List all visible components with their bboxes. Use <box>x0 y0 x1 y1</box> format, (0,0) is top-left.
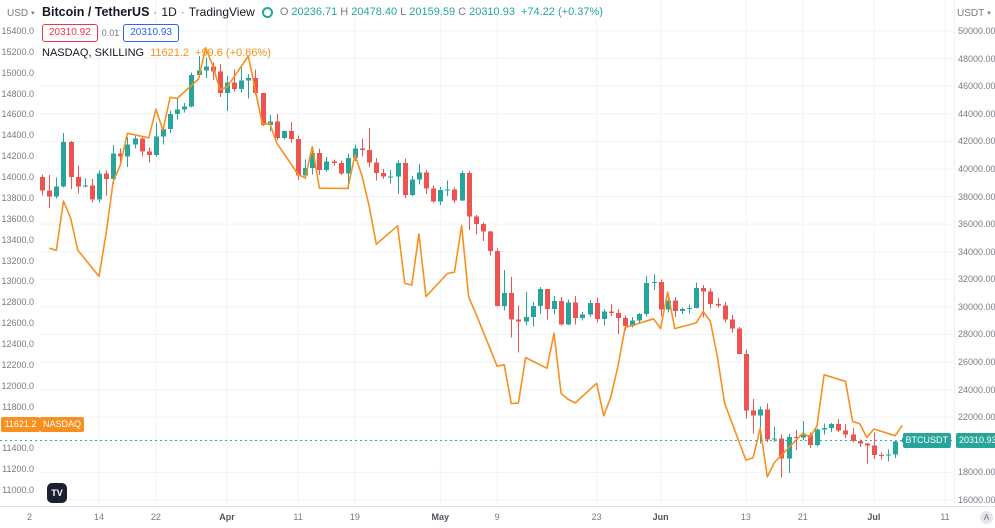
symbol-title[interactable]: Bitcoin / TetherUS <box>42 5 150 19</box>
separator: · <box>180 5 185 19</box>
right-axis-tick: 38000.00 <box>958 191 995 202</box>
overlay-change: +99.6 (+0.86%) <box>195 47 271 59</box>
left-axis-tick: 12600.0 <box>1 318 34 329</box>
left-scale-currency-button[interactable]: USD ▾ <box>7 8 35 19</box>
low-value: 20159.59 <box>409 6 456 18</box>
time-axis-tick: 19 <box>349 512 360 522</box>
platform-label: TradingView <box>188 5 255 19</box>
left-axis-tick: 14600.0 <box>1 109 34 120</box>
open-label: O <box>279 6 289 18</box>
time-axis-tick: 11 <box>940 512 950 522</box>
right-price-axis[interactable]: 50000.00 48000.00 46000.00 44000.00 42000.00… <box>955 0 995 528</box>
left-price-axis[interactable]: 15400.0 15200.0 15000.0 14800.0 14600.0 14400… <box>0 0 37 528</box>
time-axis-tick: 21 <box>797 512 808 522</box>
overlay-legend-row: NASDAQ, SKILLING 11621.2 +99.6 (+0.86%) <box>42 47 603 59</box>
close-value: 20310.93 <box>469 6 515 18</box>
trade-buttons-row: 20310.92 0.01 20310.93 <box>42 24 603 42</box>
right-axis-tick: 22000.00 <box>958 412 995 423</box>
left-scale-currency-label: USD <box>7 8 29 19</box>
right-scale-currency-button[interactable]: USDT ▾ <box>957 8 991 19</box>
left-axis-tick: 12000.0 <box>1 380 34 391</box>
left-axis-tick: 11400.0 <box>2 443 34 454</box>
spread-value: 0.01 <box>101 28 120 38</box>
market-status-icon <box>261 6 273 18</box>
ohlc-values: O 20236.71 H 20478.40 L 20159.59 C 20310.93 <box>280 6 515 18</box>
left-axis-tick: 13000.0 <box>1 276 34 287</box>
high-value: 20478.40 <box>351 6 398 18</box>
time-axis-tick: 22 <box>150 512 161 522</box>
left-axis-tick: 13800.0 <box>1 192 34 203</box>
time-axis-tick: 9 <box>494 512 500 522</box>
time-axis-tick: 11 <box>293 512 303 522</box>
axis-settings-button[interactable]: A <box>980 511 993 524</box>
nasdaq-price-badge: 11621.2 <box>1 417 40 433</box>
low-label: L <box>400 6 407 18</box>
tradingview-logo[interactable]: TV <box>47 483 67 503</box>
left-axis-tick: 14400.0 <box>1 130 34 141</box>
separator: · <box>153 5 158 19</box>
right-axis-tick: 48000.00 <box>958 53 995 64</box>
time-axis[interactable]: 2 A 14 22 Apr 11 19 May 9 23 Jun 13 21 Jul 11 <box>0 506 995 528</box>
right-axis-tick: 16000.00 <box>958 495 995 506</box>
left-axis-tick: 13600.0 <box>1 213 34 224</box>
left-axis-tick: 15000.0 <box>1 67 34 78</box>
left-axis-tick: 15200.0 <box>1 46 34 57</box>
time-axis-tick: 14 <box>93 512 105 522</box>
open-value: 20236.71 <box>291 6 338 18</box>
time-axis-tick: 23 <box>591 512 602 522</box>
overlay-value: 11621.2 <box>150 47 190 59</box>
left-axis-tick: 14200.0 <box>1 151 34 162</box>
right-axis-tick: 42000.00 <box>958 136 995 147</box>
left-axis-tick: 14000.0 <box>1 172 34 183</box>
left-axis-tick: 15400.0 <box>1 25 34 36</box>
right-axis-tick: 26000.00 <box>958 357 995 368</box>
left-axis-tick: 12400.0 <box>1 339 34 350</box>
right-axis-tick: 40000.00 <box>958 163 995 174</box>
btcusdt-price-badge: 20310.93 <box>956 432 995 448</box>
time-axis-tick: Jul <box>867 512 881 522</box>
time-axis-tick: Apr <box>219 512 235 522</box>
left-axis-tick: 13400.0 <box>1 234 34 245</box>
buy-price-button[interactable]: 20310.93 <box>123 24 179 42</box>
time-axis-tick: Jun <box>652 512 669 522</box>
nasdaq-line-series[interactable] <box>48 47 903 478</box>
right-axis-tick: 32000.00 <box>958 274 995 285</box>
left-axis-tick: 11200.0 <box>2 464 34 475</box>
right-axis-tick: 28000.00 <box>958 329 995 340</box>
left-axis-tick: 11000.0 <box>2 485 34 496</box>
right-axis-tick: 50000.00 <box>958 25 995 36</box>
right-axis-separator <box>954 0 955 506</box>
right-axis-tick: 18000.00 <box>958 467 995 478</box>
left-axis-tick: 12800.0 <box>1 297 34 308</box>
btcusdt-symbol-tag: BTCUSDT <box>902 432 951 448</box>
interval-label[interactable]: 1D <box>161 5 177 19</box>
candlestick-series[interactable] <box>40 55 905 478</box>
left-axis-tick: 13200.0 <box>1 255 34 266</box>
chevron-down-icon: ▾ <box>987 10 991 17</box>
close-label: C <box>458 6 467 18</box>
chevron-down-icon: ▾ <box>31 10 35 17</box>
time-axis-tick: 13 <box>740 512 751 522</box>
left-axis-tick: 12200.0 <box>1 359 34 370</box>
right-axis-tick: 36000.00 <box>958 219 995 230</box>
time-axis-tick: May <box>431 512 449 522</box>
right-scale-currency-label: USDT <box>957 8 985 19</box>
left-axis-tick: 14800.0 <box>1 88 34 99</box>
right-axis-tick: 46000.00 <box>958 81 995 92</box>
overlay-name[interactable]: NASDAQ, SKILLING <box>42 47 145 59</box>
left-axis-tick: 11800.0 <box>2 401 34 412</box>
nasdaq-symbol-tag: NASDAQ <box>40 417 85 433</box>
change-value: +74.22 (+0.37%) <box>520 6 603 18</box>
right-axis-tick: 24000.00 <box>958 384 995 395</box>
high-label: H <box>340 6 349 18</box>
right-axis-tick: 30000.00 <box>958 301 995 312</box>
sell-price-button[interactable]: 20310.92 <box>42 24 98 42</box>
right-axis-tick: 44000.00 <box>958 108 995 119</box>
time-axis-edge-label: 2 <box>27 512 33 522</box>
right-axis-tick: 34000.00 <box>958 246 995 257</box>
